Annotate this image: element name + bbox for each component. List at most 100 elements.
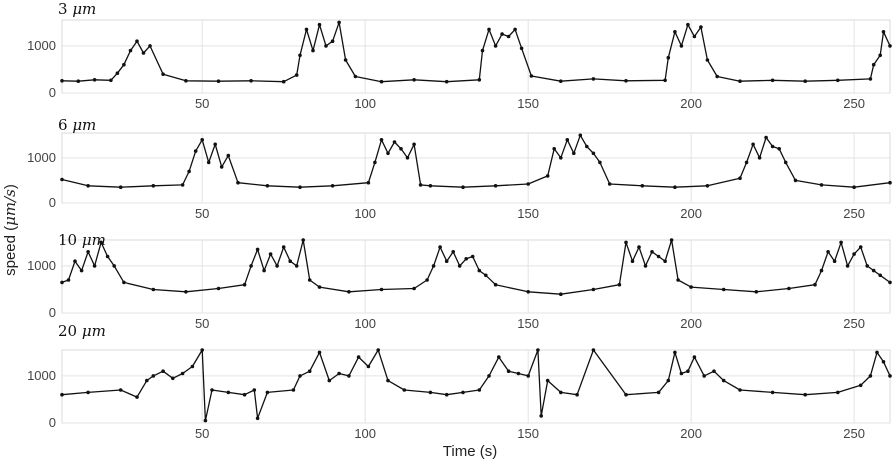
data-point [112, 264, 116, 268]
data-point [242, 282, 247, 287]
data-point [161, 72, 165, 76]
data-point [330, 39, 335, 43]
y-tick-label: 0 [49, 85, 56, 100]
data-point [249, 264, 253, 268]
data-point [210, 388, 214, 392]
data-point [715, 74, 719, 79]
data-point [738, 176, 742, 180]
data-point [500, 32, 504, 36]
data-point [60, 177, 64, 182]
data-point [122, 62, 126, 67]
y-tick-label: 1000 [27, 150, 56, 165]
data-point [193, 149, 198, 153]
data-point [480, 48, 485, 53]
data-point [484, 273, 488, 278]
data-point [268, 252, 273, 256]
data-point [399, 147, 403, 151]
data-point [526, 290, 530, 294]
data-point [506, 34, 511, 39]
data-point [216, 79, 221, 83]
data-point [516, 371, 521, 376]
data-point [451, 250, 456, 254]
data-point [180, 183, 185, 187]
data-point [330, 184, 335, 188]
data-point [871, 62, 876, 67]
data-point [148, 44, 152, 48]
data-point [868, 374, 873, 378]
data-point [845, 264, 850, 268]
data-point [141, 51, 146, 55]
data-point [663, 78, 667, 83]
data-point [787, 286, 791, 291]
data-point [151, 374, 156, 378]
y-tick-label: 1000 [27, 258, 56, 273]
data-point [288, 259, 293, 264]
data-point [412, 142, 416, 147]
data-point [836, 390, 840, 395]
data-point [721, 378, 726, 383]
panel-title-unit: μm [72, 0, 96, 18]
data-point [151, 184, 156, 188]
data-point [865, 264, 869, 268]
data-point [813, 282, 817, 287]
data-point [444, 259, 449, 264]
y-tick-label: 0 [49, 305, 56, 320]
data-point [187, 169, 191, 174]
data-point [493, 282, 498, 287]
plot-frame [61, 132, 891, 204]
data-point [650, 250, 654, 254]
data-point [135, 395, 139, 399]
data-point [770, 144, 775, 149]
data-point [431, 264, 436, 268]
data-point [252, 388, 257, 392]
panel-title: 6 μm [58, 116, 96, 134]
series-line [61, 239, 891, 295]
x-axis-label: Time (s) [443, 443, 497, 460]
data-point [405, 156, 410, 160]
data-point [839, 240, 843, 245]
data-point [783, 160, 788, 165]
data-point [624, 79, 628, 83]
data-point [128, 48, 133, 53]
x-tick-label: 150 [517, 316, 539, 331]
data-point [347, 290, 351, 294]
data-point [418, 183, 423, 187]
x-tick-label: 200 [680, 316, 702, 331]
data-point [506, 369, 511, 374]
data-point [184, 290, 188, 294]
data-point [304, 27, 309, 32]
data-point [559, 390, 563, 395]
data-point [317, 285, 322, 289]
data-point [487, 27, 491, 32]
data-point [513, 27, 517, 32]
data-point [656, 254, 661, 259]
data-point [692, 34, 697, 39]
x-tick-label: 50 [195, 206, 209, 221]
data-point [637, 245, 641, 249]
data-point [281, 245, 286, 249]
data-point [386, 151, 390, 156]
y-axis-label-suffix: ) [2, 184, 19, 189]
data-point [161, 369, 165, 374]
data-point [444, 79, 449, 84]
data-point [878, 53, 882, 58]
data-point [249, 79, 253, 83]
chart-panel: 50 100 150 200 250 0 1000 6 μm [27, 116, 892, 221]
data-point [679, 371, 684, 376]
data-point [402, 388, 407, 392]
data-point [281, 79, 286, 84]
data-point [190, 364, 195, 369]
data-point [118, 388, 123, 392]
data-point [617, 282, 622, 287]
data-point [444, 392, 449, 397]
data-point [529, 74, 534, 78]
data-point [888, 44, 892, 48]
data-point [109, 78, 113, 83]
data-point [493, 184, 498, 188]
x-tick-label: 100 [354, 316, 376, 331]
panel-title-number: 6 [58, 116, 72, 134]
data-point [803, 79, 807, 83]
x-tick-label: 50 [195, 426, 209, 441]
data-point [673, 30, 677, 34]
data-point [526, 182, 530, 186]
